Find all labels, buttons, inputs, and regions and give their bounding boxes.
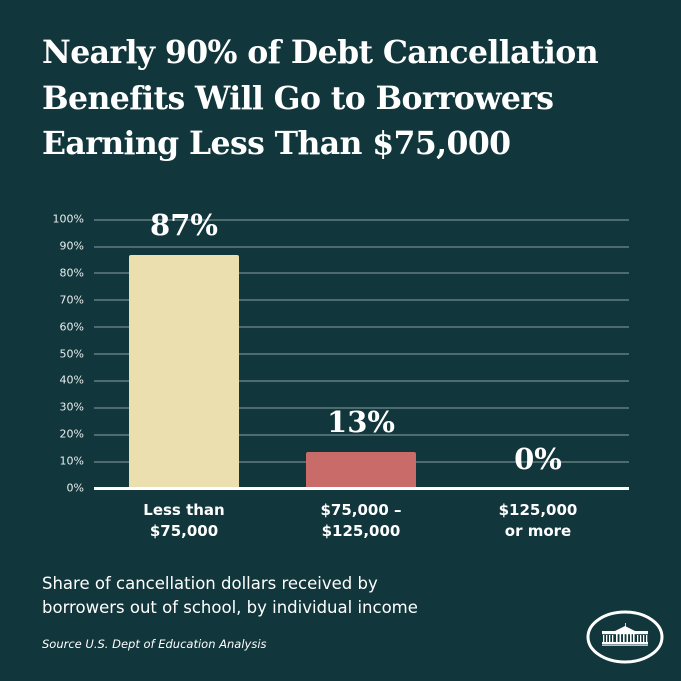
chart-caption: Share of cancellation dollars received b… [42,572,562,620]
bar-less-than-75k [129,255,239,488]
bar-75k-to-125k [306,452,416,488]
y-tick-label: 100% [52,212,84,226]
value-label: 0% [514,442,562,476]
gridline [94,380,629,382]
source-note: Source U.S. Dept of Education Analysis [42,637,267,651]
gridline [94,407,629,409]
category-label-line: $75,000 – [320,501,402,519]
gridline [94,353,629,355]
category-label-line: Less than [143,501,225,519]
bar-chart: 100% 90% 80% 70% 60% 50% 40% 30% 20% 10%… [52,208,629,542]
gridline [94,272,629,274]
category-label-line: $75,000 [149,522,219,540]
y-tick-label: 70% [59,293,84,307]
y-tick-label: 0% [66,481,84,495]
gridline [94,219,629,221]
title-line-1: Nearly 90% of Debt Cancellation [42,34,599,71]
y-tick-label: 60% [59,320,84,334]
category-label: Less than $75,000 [94,500,274,542]
chart-title: Nearly 90% of Debt Cancellation Benefits… [42,30,662,167]
category-label-line: $125,000 [321,522,401,540]
gridline [94,246,629,248]
y-tick-label: 10% [59,454,84,468]
value-label: 87% [150,208,218,242]
gridline [94,434,629,436]
category-label-line: or more [504,522,572,540]
title-line-2: Benefits Will Go to Borrowers [42,79,554,117]
caption-line-2: borrowers out of school, by individual i… [42,598,418,617]
value-label: 13% [327,405,395,439]
y-tick-label: 30% [59,400,84,414]
y-tick-label: 50% [59,347,84,361]
gridline [94,326,629,328]
category-label-line: $125,000 [498,501,578,519]
category-label: $75,000 – $125,000 [271,500,451,542]
y-tick-label: 20% [59,427,84,441]
y-tick-label: 40% [59,373,84,387]
y-tick-label: 80% [59,266,84,280]
title-line-3: Earning Less Than $75,000 [42,125,511,162]
white-house-seal-icon [585,609,665,665]
x-axis-baseline [94,487,629,490]
caption-line-1: Share of cancellation dollars received b… [42,574,378,593]
gridline [94,299,629,301]
category-label: $125,000 or more [448,500,628,542]
y-tick-label: 90% [59,239,84,253]
